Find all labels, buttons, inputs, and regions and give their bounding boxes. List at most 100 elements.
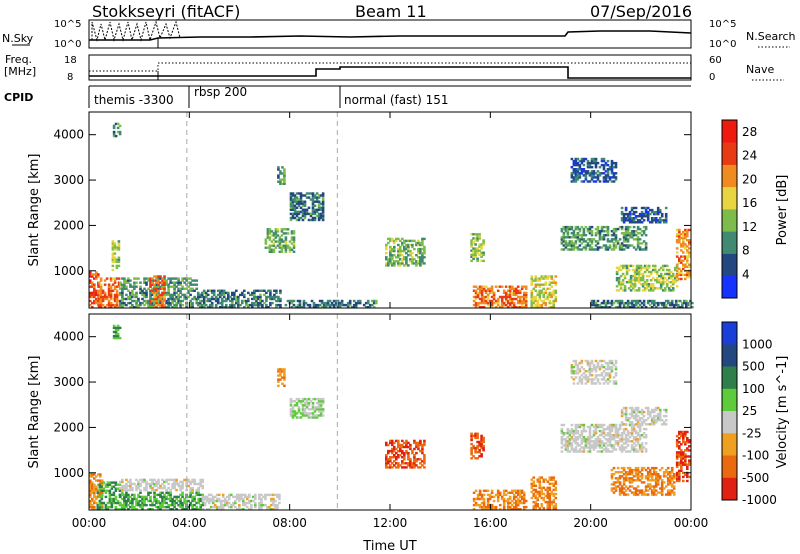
echo-cell [631, 268, 635, 272]
echo-cell [385, 264, 388, 267]
echo-cell [582, 450, 586, 453]
echo-cell [389, 254, 392, 257]
echo-cell [219, 508, 223, 511]
echo-cell [548, 293, 552, 297]
echo-cell [664, 468, 668, 472]
echo-cell [478, 444, 481, 448]
echo-cell [646, 479, 650, 482]
echo-cell [268, 508, 271, 511]
echo-cell [403, 445, 406, 449]
echo-cell [200, 293, 204, 297]
echo-cell [161, 497, 164, 501]
echo-cell [578, 163, 582, 167]
echo-cell [670, 301, 674, 305]
echo-cell [102, 501, 106, 505]
echo-cell [580, 236, 584, 239]
echo-cell [538, 486, 542, 489]
echo-cell [173, 478, 176, 482]
echo-cell [123, 488, 126, 492]
echo-cell [145, 289, 148, 292]
echo-cell [570, 368, 574, 371]
echo-cell [277, 370, 280, 373]
echo-cell [655, 281, 659, 284]
echo-cell [572, 370, 576, 373]
echo-cell [474, 457, 477, 460]
echo-cell [584, 244, 588, 247]
echo-cell [105, 295, 109, 299]
echo-cell [311, 212, 315, 216]
echo-cell [486, 505, 490, 509]
echo-cell [538, 297, 542, 301]
echo-cell [628, 477, 632, 480]
echo-cell [233, 293, 236, 297]
echo-cell [264, 493, 267, 497]
echo-cell [617, 266, 621, 270]
echo-cell [641, 279, 645, 282]
echo-cell [159, 306, 162, 309]
echo-cell [640, 475, 644, 478]
echo-cell [415, 243, 418, 247]
echo-cell [91, 489, 94, 492]
echo-cell [187, 499, 190, 503]
echo-cell [291, 194, 295, 197]
echo-cell [638, 446, 642, 449]
echo-cell [263, 293, 266, 297]
echo-cell [588, 174, 592, 177]
echo-cell [165, 480, 168, 484]
echo-cell [284, 232, 288, 235]
echo-cell [257, 306, 260, 309]
echo-cell [297, 400, 301, 403]
echo-cell [622, 477, 626, 480]
echo-cell [206, 297, 210, 301]
echo-cell [266, 493, 269, 497]
echo-cell [116, 328, 120, 332]
echo-cell [666, 479, 670, 482]
echo-cell [317, 206, 321, 209]
echo-cell [100, 493, 104, 497]
echo-cell [129, 291, 132, 295]
echo-cell [260, 503, 263, 507]
echo-cell [201, 508, 205, 511]
echo-cell [169, 281, 172, 284]
echo-cell [664, 423, 668, 426]
echo-cell [195, 488, 198, 492]
echo-cell [628, 221, 632, 224]
echo-cell [99, 473, 102, 476]
echo-cell [139, 488, 142, 492]
echo-cell [576, 429, 580, 433]
echo-cell [608, 240, 612, 243]
echo-cell [470, 436, 473, 440]
echo-cell [375, 299, 378, 303]
echo-cell [305, 192, 309, 195]
echo-cell [95, 489, 98, 492]
echo-cell [157, 303, 160, 307]
echo-cell [175, 501, 178, 505]
echo-cell [602, 306, 606, 309]
echo-cell [602, 159, 606, 163]
echo-cell [610, 161, 614, 165]
echo-cell [572, 246, 576, 249]
echo-cell [624, 414, 628, 418]
echo-cell [498, 508, 502, 511]
echo-cell [622, 412, 626, 416]
echo-cell [279, 299, 282, 303]
echo-cell [532, 492, 536, 496]
echo-cell [291, 216, 295, 220]
echo-cell [544, 289, 548, 292]
echo-cell [317, 408, 321, 411]
echo-cell [163, 495, 166, 499]
echo-cell [632, 299, 636, 303]
echo-cell [680, 245, 683, 248]
echo-cell [419, 247, 422, 251]
echo-cell [639, 276, 643, 280]
echo-cell [403, 256, 406, 259]
echo-cell [233, 291, 236, 295]
echo-cell [570, 429, 574, 433]
echo-cell [95, 301, 98, 305]
echo-cell [478, 291, 482, 295]
echo-cell [618, 225, 622, 229]
echo-cell [508, 303, 512, 307]
echo-cell [301, 400, 305, 403]
echo-cell [638, 212, 642, 216]
echo-cell [114, 497, 118, 501]
